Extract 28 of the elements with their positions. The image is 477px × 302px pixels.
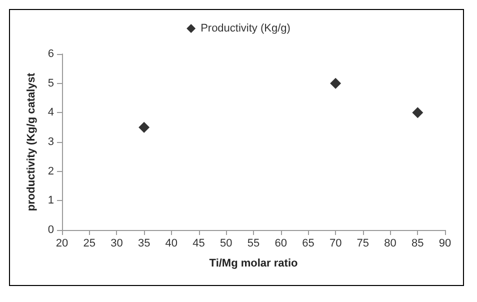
x-tick-label: 45 — [192, 238, 205, 250]
x-tick-label: 90 — [438, 238, 452, 250]
y-tick-label: 0 — [48, 224, 54, 236]
x-axis-title: Ti/Mg molar ratio — [209, 258, 298, 270]
x-tick-label: 35 — [138, 238, 150, 250]
x-tick-label: 30 — [110, 238, 123, 250]
x-tick-label: 20 — [56, 238, 68, 250]
y-tick-label: 2 — [48, 165, 54, 178]
point — [330, 78, 342, 89]
point — [138, 122, 150, 133]
y-tick-label: 6 — [48, 48, 54, 60]
x-tick-label: 55 — [247, 238, 260, 250]
y-tick-label: 5 — [48, 77, 54, 90]
x-tick-label: 65 — [302, 238, 314, 250]
y-tick-label: 3 — [48, 136, 54, 148]
x-tick-label: 70 — [329, 238, 342, 250]
x-tick-label: 25 — [83, 238, 96, 250]
legend-label: Productivity (Kg/g) — [200, 22, 290, 34]
x-tick-label: 50 — [220, 238, 232, 250]
y-tick-label: 1 — [48, 194, 54, 207]
x-tick-label: 80 — [384, 238, 396, 250]
x-tick-label: 40 — [165, 238, 178, 250]
point — [412, 107, 424, 118]
y-tick-label: 4 — [48, 106, 54, 119]
x-tick-label: 60 — [274, 238, 287, 250]
x-tick-label: 75 — [356, 238, 370, 250]
y-axis-title: productivity (Kg/g catalyst — [25, 72, 38, 212]
x-tick-label: 85 — [412, 238, 424, 250]
